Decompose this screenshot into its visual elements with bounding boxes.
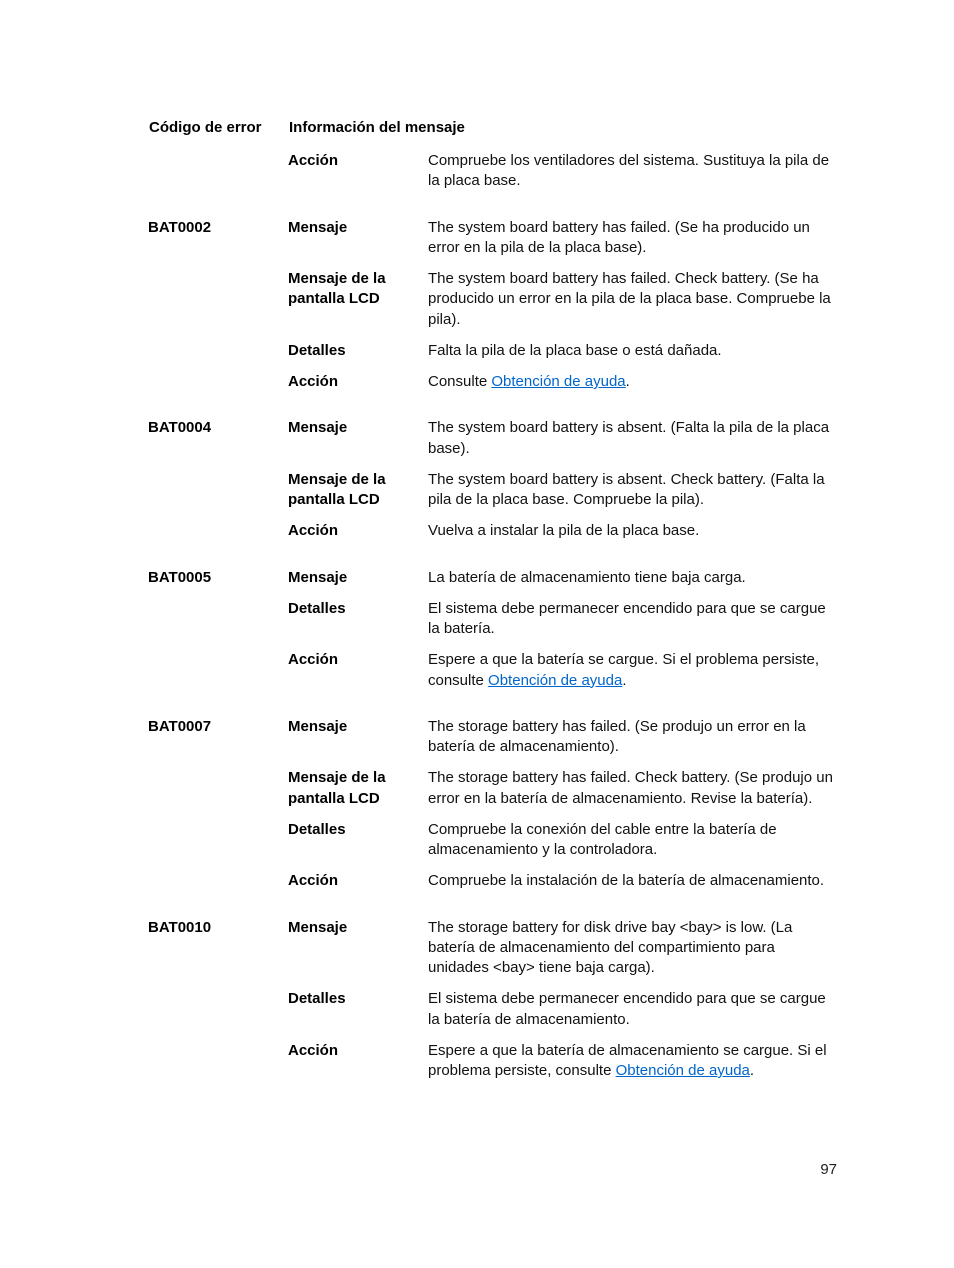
table-row: BAT0007MensajeThe storage battery has fa… — [148, 697, 837, 764]
error-code: BAT0005 — [148, 548, 288, 697]
message-value: The system board battery has failed. (Se… — [428, 198, 837, 265]
message-label: Mensaje — [288, 898, 428, 985]
table-row: BAT0010MensajeThe storage battery for di… — [148, 898, 837, 985]
message-value: Consulte Obtención de ayuda. — [428, 367, 837, 398]
error-code: BAT0002 — [148, 198, 288, 399]
message-label: Acción — [288, 367, 428, 398]
message-value: El sistema debe permanecer encendido par… — [428, 984, 837, 1036]
error-code: BAT0007 — [148, 697, 288, 898]
message-text: . — [622, 672, 626, 689]
message-label: Acción — [288, 1036, 428, 1088]
message-value: Compruebe los ventiladores del sistema. … — [428, 146, 837, 198]
error-table: Código de error Información del mensaje … — [148, 118, 837, 1087]
message-value: Vuelva a instalar la pila de la placa ba… — [428, 516, 837, 547]
message-value: El sistema debe permanecer encendido par… — [428, 594, 837, 646]
message-label: Mensaje — [288, 548, 428, 594]
message-text: . — [750, 1062, 754, 1079]
message-value: Falta la pila de la placa base o está da… — [428, 336, 837, 367]
message-label: Mensaje — [288, 398, 428, 465]
header-error-code: Código de error — [148, 118, 288, 146]
message-label: Mensaje de la pantalla LCD — [288, 264, 428, 336]
message-label: Detalles — [288, 336, 428, 367]
message-value: The system board battery has failed. Che… — [428, 264, 837, 336]
message-value: Espere a que la batería se cargue. Si el… — [428, 645, 837, 697]
message-value: The system board battery is absent. Chec… — [428, 465, 837, 517]
table-header-row: Código de error Información del mensaje — [148, 118, 837, 146]
page-number: 97 — [820, 1161, 837, 1178]
table-row: BAT0002MensajeThe system board battery h… — [148, 198, 837, 265]
message-label: Acción — [288, 645, 428, 697]
help-link[interactable]: Obtención de ayuda — [616, 1062, 750, 1079]
message-label: Mensaje — [288, 198, 428, 265]
table-row: BAT0005MensajeLa batería de almacenamien… — [148, 548, 837, 594]
message-label: Mensaje — [288, 697, 428, 764]
page-content: Código de error Información del mensaje … — [0, 0, 954, 1268]
message-value: Compruebe la conexión del cable entre la… — [428, 815, 837, 867]
message-label: Detalles — [288, 815, 428, 867]
error-code — [148, 146, 288, 198]
message-label: Mensaje de la pantalla LCD — [288, 465, 428, 517]
error-code: BAT0010 — [148, 898, 288, 1088]
help-link[interactable]: Obtención de ayuda — [491, 373, 625, 390]
error-code: BAT0004 — [148, 398, 288, 547]
message-value: The storage battery has failed. (Se prod… — [428, 697, 837, 764]
message-label: Acción — [288, 516, 428, 547]
message-label: Detalles — [288, 594, 428, 646]
message-value: Espere a que la batería de almacenamient… — [428, 1036, 837, 1088]
help-link[interactable]: Obtención de ayuda — [488, 672, 622, 689]
message-text: Consulte — [428, 373, 491, 390]
header-message-info: Información del mensaje — [288, 118, 837, 146]
table-row: BAT0004MensajeThe system board battery i… — [148, 398, 837, 465]
message-value: The system board battery is absent. (Fal… — [428, 398, 837, 465]
message-text: . — [626, 373, 630, 390]
message-value: The storage battery has failed. Check ba… — [428, 763, 837, 815]
message-value: Compruebe la instalación de la batería d… — [428, 866, 837, 897]
message-label: Detalles — [288, 984, 428, 1036]
message-value: The storage battery for disk drive bay <… — [428, 898, 837, 985]
table-row: AcciónCompruebe los ventiladores del sis… — [148, 146, 837, 198]
table-body: AcciónCompruebe los ventiladores del sis… — [148, 146, 837, 1087]
message-label: Acción — [288, 146, 428, 198]
message-label: Acción — [288, 866, 428, 897]
message-label: Mensaje de la pantalla LCD — [288, 763, 428, 815]
message-value: La batería de almacenamiento tiene baja … — [428, 548, 837, 594]
